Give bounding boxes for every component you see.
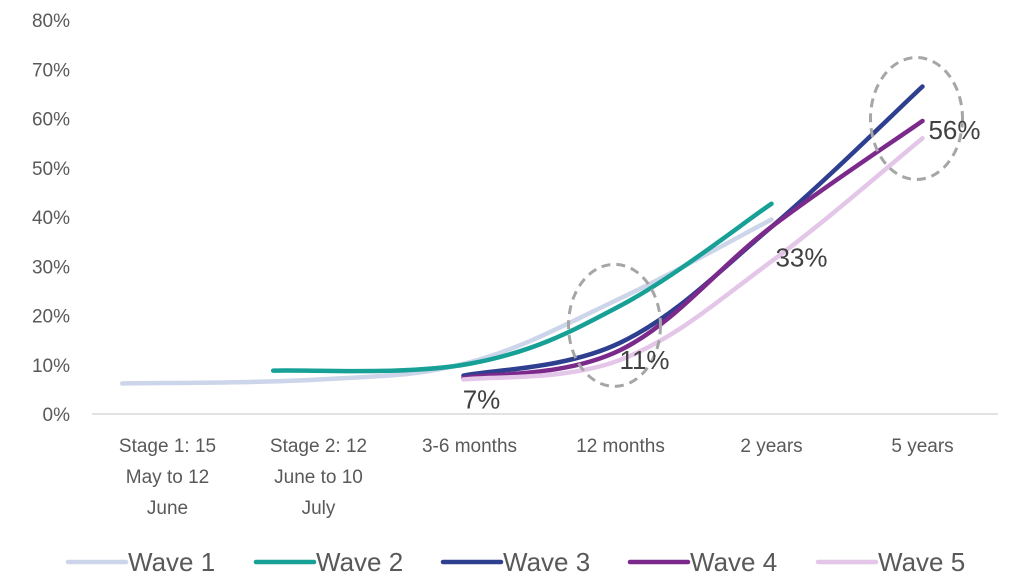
series-lines: [119, 84, 925, 386]
highlight-ellipse: [567, 262, 662, 388]
x-category-label: May to 12: [126, 467, 209, 488]
legend-label: Wave 3: [503, 547, 590, 577]
data-label: 33%: [775, 242, 827, 272]
legend: Wave 1 Wave 2 Wave 3 Wave 4 Wave 5: [65, 547, 965, 577]
data-labels: 7% 11% 33% 56%: [463, 115, 981, 414]
x-category-label: July: [302, 498, 336, 519]
x-category-label: Stage 2: 12: [270, 436, 367, 457]
y-axis-ticks: 0% 10% 20% 30% 40% 50% 60% 70% 80%: [32, 11, 70, 426]
y-tick-label: 70%: [32, 60, 70, 81]
series-line-wave-5: [461, 135, 925, 382]
x-axis-categories: Stage 1: 15 May to 12 June Stage 2: 12 June …: [119, 436, 954, 519]
x-category-label: 3-6 months: [422, 436, 517, 457]
series-line-wave-4: [461, 118, 925, 381]
legend-label: Wave 5: [878, 547, 965, 577]
y-tick-label: 40%: [32, 208, 70, 229]
legend-label: Wave 2: [316, 547, 403, 577]
y-tick-label: 10%: [32, 356, 70, 377]
y-tick-label: 0%: [43, 405, 71, 426]
highlight-ellipse: [869, 56, 964, 181]
y-tick-label: 80%: [32, 11, 70, 32]
x-category-label: Stage 1: 15: [119, 436, 216, 457]
x-category-label: 5 years: [891, 436, 953, 457]
y-tick-label: 60%: [32, 110, 70, 131]
x-category-label: June: [147, 498, 188, 519]
series-line-wave-2: [270, 201, 774, 374]
data-label: 7%: [463, 385, 501, 415]
data-label: 56%: [928, 115, 980, 145]
data-label: 11%: [619, 345, 669, 375]
y-tick-label: 30%: [32, 257, 70, 278]
x-category-label: 12 months: [576, 436, 665, 457]
legend-label: Wave 1: [128, 547, 215, 577]
series-line-wave-3: [461, 84, 925, 378]
legend-label: Wave 4: [690, 547, 777, 577]
highlight-ellipses: [567, 56, 964, 388]
series-line-wave-1: [119, 217, 774, 386]
y-tick-label: 50%: [32, 159, 70, 180]
x-category-label: June to 10: [274, 467, 363, 488]
y-tick-label: 20%: [32, 307, 70, 328]
x-category-label: 2 years: [740, 436, 802, 457]
